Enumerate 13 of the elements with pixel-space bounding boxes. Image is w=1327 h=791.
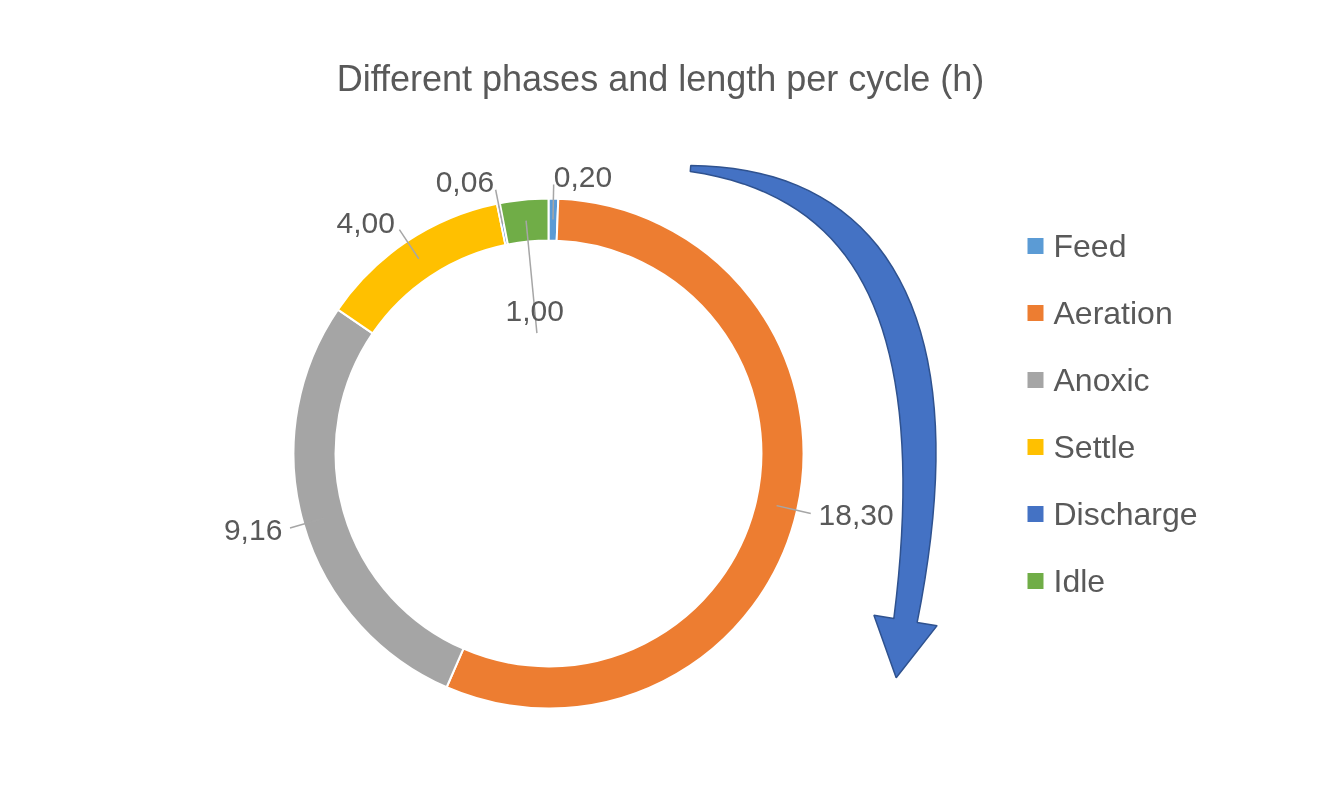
data-label: 4,00	[336, 205, 395, 239]
data-label: 1,00	[505, 294, 564, 328]
legend-label: Settle	[1053, 429, 1136, 465]
data-label: 0,20	[553, 159, 613, 193]
legend-label: Idle	[1053, 563, 1106, 599]
legend-label: Anoxic	[1053, 362, 1150, 398]
chart-title: Different phases and length per cycle (h)	[336, 58, 985, 99]
data-label: 9,16	[223, 513, 283, 547]
legend-label: Feed	[1053, 228, 1127, 264]
legend-label: Aeration	[1053, 295, 1173, 331]
data-label: 18,30	[818, 498, 894, 532]
legend-label: Discharge	[1053, 496, 1198, 532]
data-label: 0,06	[435, 164, 495, 198]
